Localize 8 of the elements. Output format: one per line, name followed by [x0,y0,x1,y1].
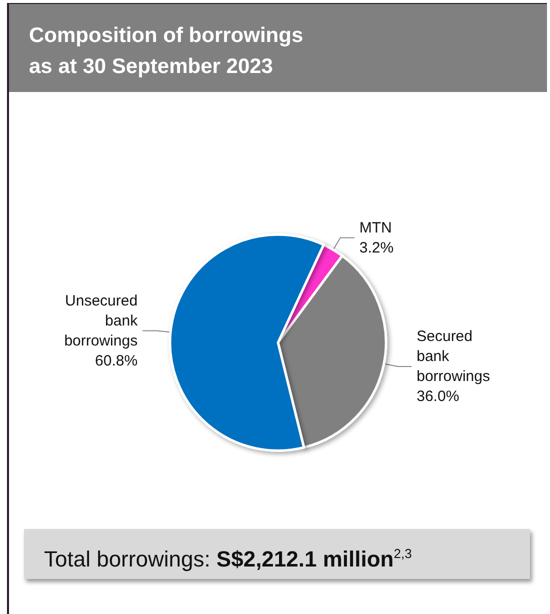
slice-label: Unsecured bank borrowings [64,292,138,350]
slice-label: Secured bank borrowings [416,328,490,386]
data-label: 3.2% [359,239,394,256]
text: Total borrowings: S$2,212.1 million$^{2,3}$ [24,529,530,579]
chart-title: Composition of borrowings as at 30 September 2023 [9,4,547,92]
data-label: 36.0% [416,388,460,406]
slice-label: MTN [359,219,392,236]
data-label: 60.8% [95,352,138,370]
